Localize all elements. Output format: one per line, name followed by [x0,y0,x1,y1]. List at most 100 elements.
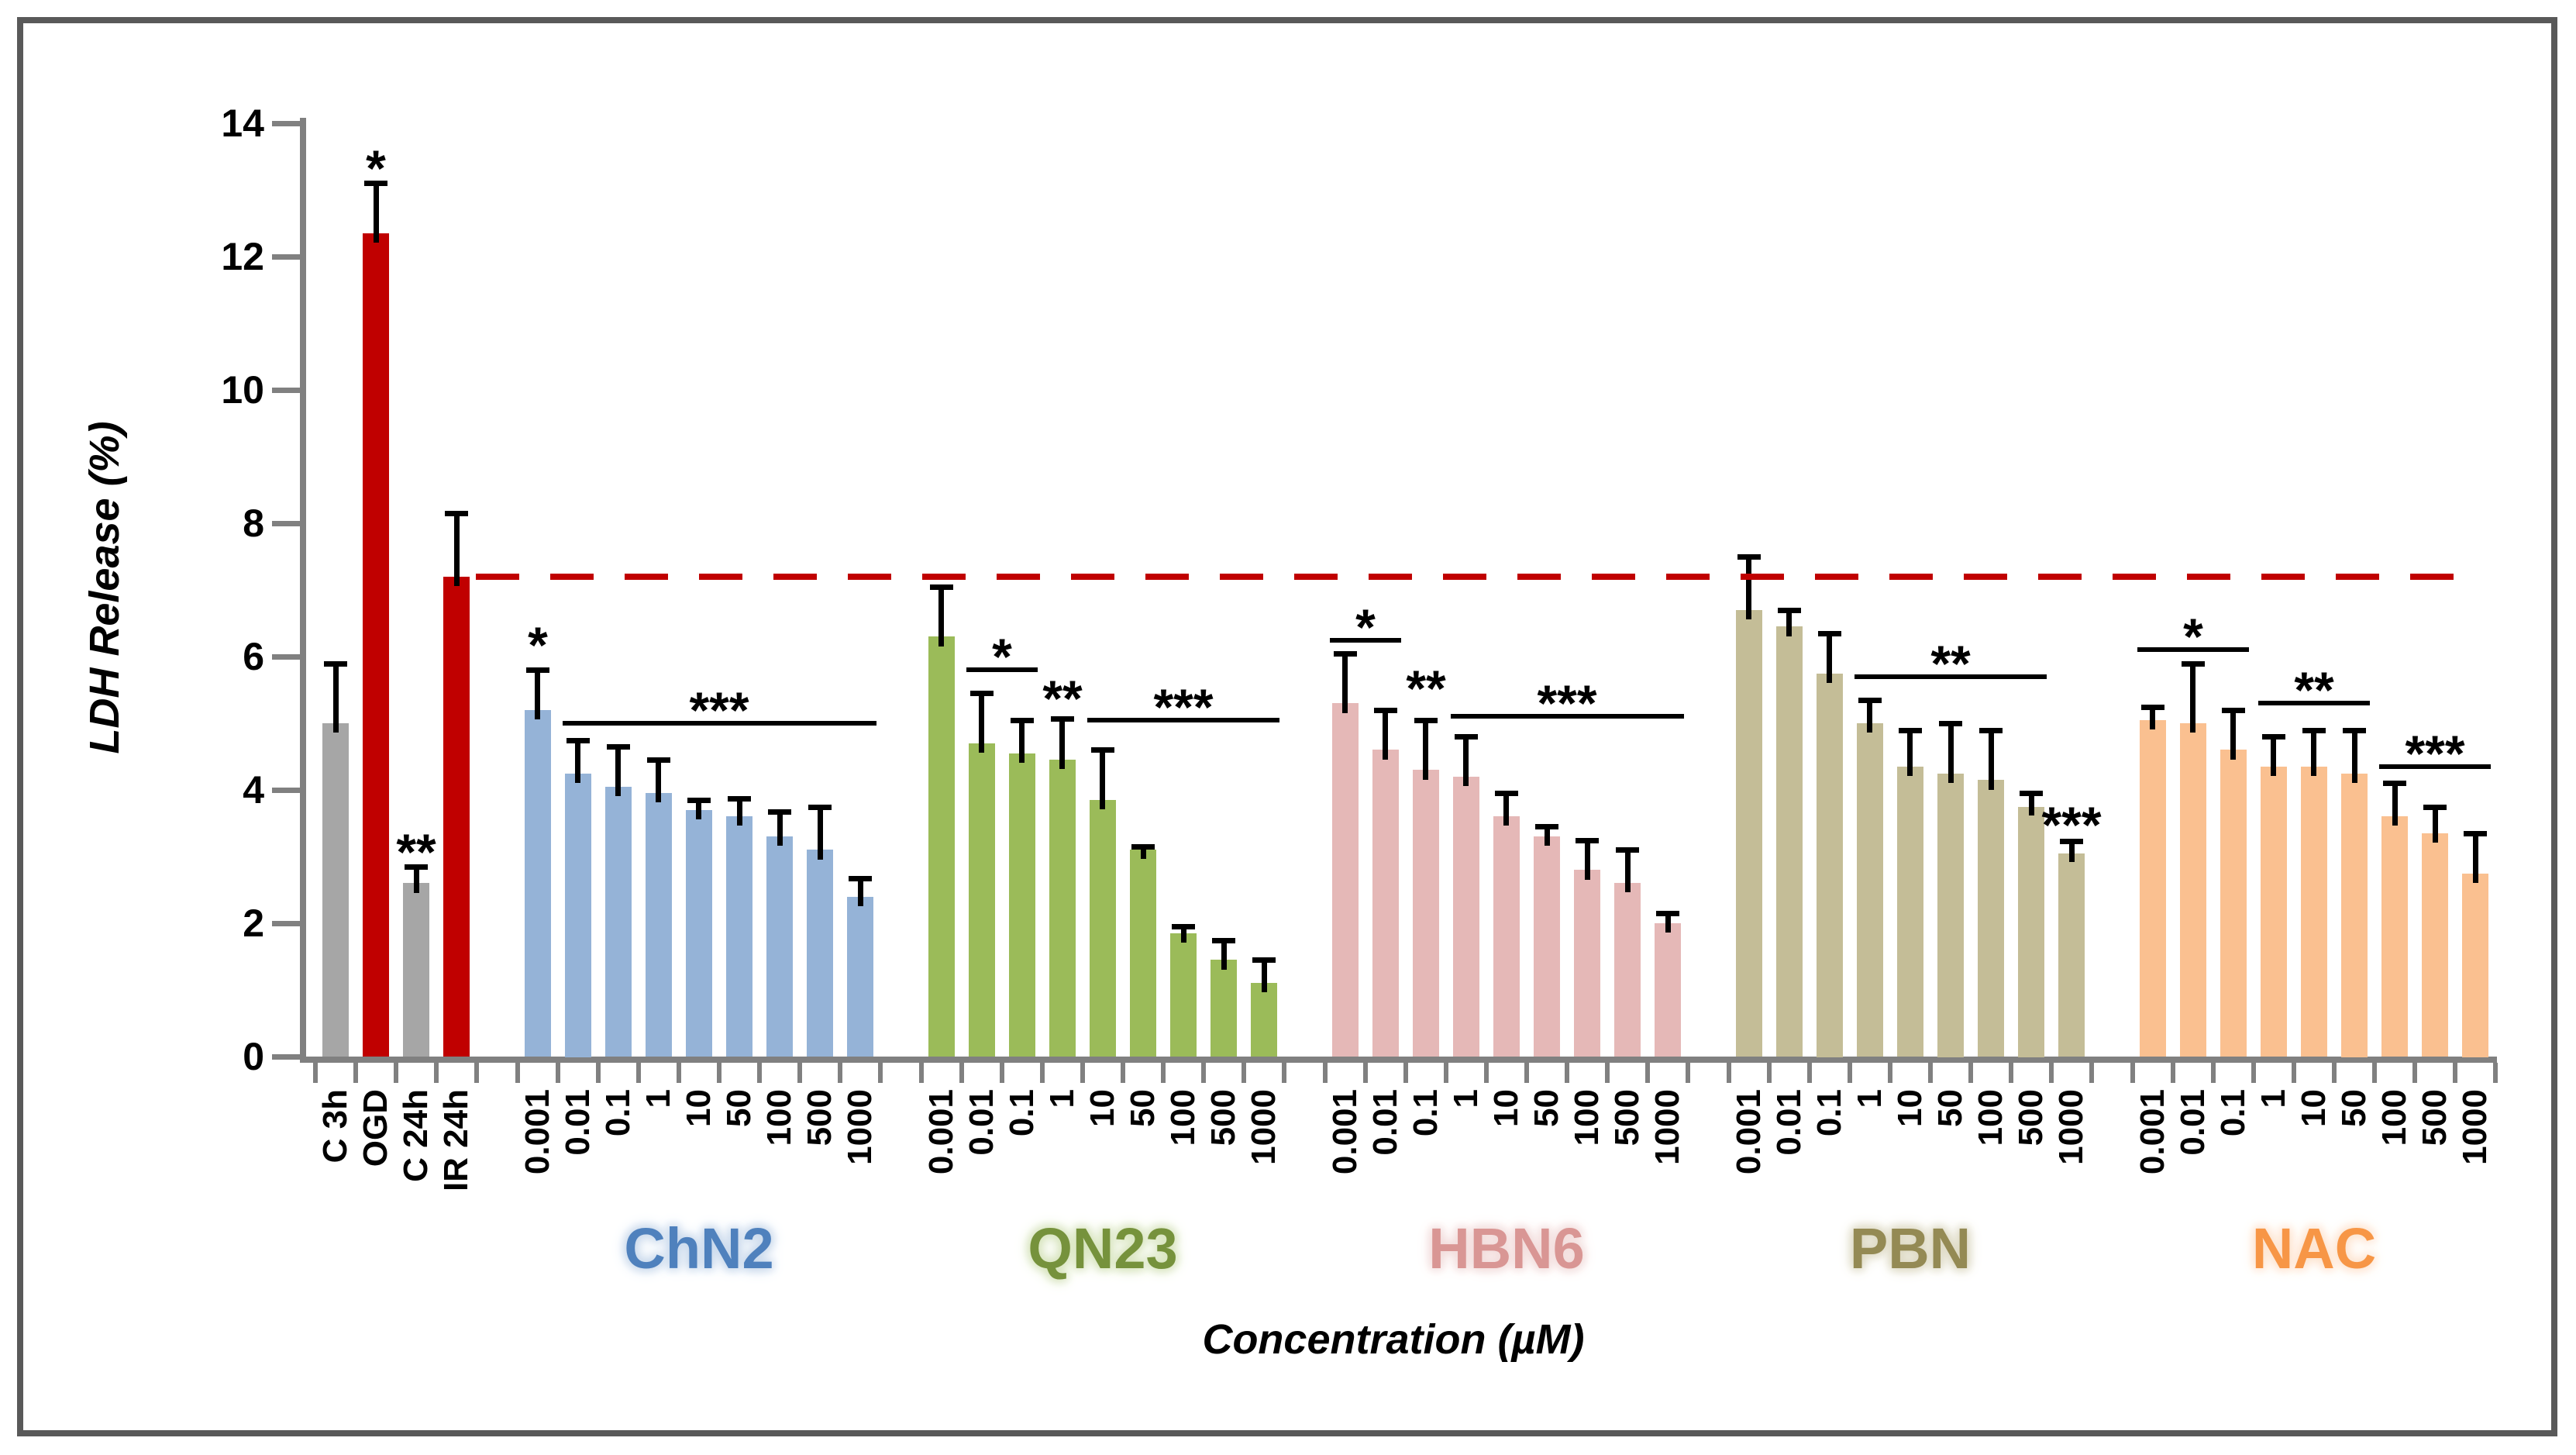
bar-chn2-1000 [847,897,873,1057]
error-bar-cap [1212,938,1235,943]
x-tick [717,1063,721,1083]
x-tick-label: 100 [2375,1089,2413,1146]
x-tick-label: 1 [2254,1089,2292,1108]
x-tick [838,1063,842,1083]
x-tick-label: 0.01 [963,1089,1000,1156]
error-bar-cap [1616,847,1639,853]
bar-hbn6-0.1 [1413,770,1439,1057]
error-bar [2352,730,2357,783]
error-bar-cap [768,809,791,815]
group-label-hbn6: HBN6 [1428,1216,1585,1281]
x-tick [1767,1063,1772,1083]
group-label-chn2: ChN2 [624,1216,774,1281]
x-tick-label: 1000 [1648,1089,1686,1165]
figure-frame [17,17,2557,1436]
error-bar-cap [808,805,832,810]
y-tick-label: 8 [243,502,264,545]
x-axis-title: Concentration (µM) [1202,1316,1585,1363]
x-tick-label: 0.001 [518,1089,556,1175]
bar-nac-1000 [2462,874,2488,1057]
sig-star: ** [1406,660,1446,717]
error-bar-cap [526,667,549,673]
bar-chn2-1 [646,793,672,1057]
x-tick [1121,1063,1125,1083]
error-bar-cap [849,876,872,881]
error-bar-cap [2383,781,2406,786]
y-tick-label: 12 [221,235,264,278]
x-tick [1565,1063,1569,1083]
x-tick [1484,1063,1489,1083]
error-bar-cap [324,661,347,667]
x-tick-label: 50 [1124,1089,1162,1127]
sig-bracket [1087,718,1279,722]
x-tick-label: 0.01 [2174,1089,2212,1156]
y-axis-title: LDH Release (%) [81,421,128,754]
x-tick-label: 1 [1851,1089,1889,1108]
x-tick [1686,1063,1690,1083]
x-tick [2453,1063,2457,1083]
sig-star: *** [1537,674,1597,732]
bar-nac-50 [2341,774,2368,1057]
y-tick [272,121,300,126]
x-tick [474,1063,479,1083]
x-tick [1161,1063,1166,1083]
x-tick-label: 500 [1608,1089,1646,1146]
bar-nac-10 [2301,767,2327,1057]
error-bar-cap [2262,734,2285,740]
bar-pbn-50 [1937,774,1964,1057]
x-tick-label-ogd: OGD [356,1089,394,1167]
x-tick [1040,1063,1045,1083]
x-tick-label: 10 [2295,1089,2333,1127]
error-bar-cap [2182,661,2205,667]
sig-bracket [966,667,1038,672]
x-axis-line [300,1057,2497,1063]
bar-qn23-100 [1170,933,1197,1057]
error-bar-cap [1778,608,1801,613]
bar-pbn-0.01 [1776,626,1803,1057]
x-tick-label: 50 [1527,1089,1565,1127]
x-tick-label: 0.1 [1407,1089,1445,1137]
sig-star: *** [2041,796,2102,853]
bar-hbn6-100 [1574,870,1600,1057]
x-tick [1323,1063,1328,1083]
x-tick-label: 500 [801,1089,839,1146]
bar-pbn-1000 [2058,853,2085,1057]
sig-star: * [992,628,1012,685]
y-tick-label: 4 [243,768,264,812]
x-tick-label: 0.01 [1366,1089,1404,1156]
x-tick [2332,1063,2337,1083]
x-tick-label: 0.1 [2214,1089,2252,1137]
bar-hbn6-1000 [1655,923,1681,1057]
sig-bracket [563,721,876,726]
error-bar [414,867,419,893]
y-tick [272,1054,300,1060]
error-bar-cap [1455,734,1478,740]
x-tick-label: 0.001 [1730,1089,1768,1175]
x-tick-label: 1000 [2052,1089,2090,1165]
error-bar [1948,723,1954,783]
x-tick-label: 500 [2416,1089,2454,1146]
error-bar-cap [2222,708,2245,713]
y-axis-line [300,118,306,1063]
y-tick-label: 2 [243,902,264,945]
x-tick [1242,1063,1246,1083]
x-tick-label: 1 [1043,1089,1081,1108]
bar-qn23-50 [1130,850,1156,1057]
x-tick [1080,1063,1085,1083]
y-tick [272,788,300,793]
x-tick-label: 1000 [841,1089,879,1165]
x-tick-label: 100 [1972,1089,2009,1146]
error-bar [1059,719,1065,769]
error-bar-cap [2141,705,2164,710]
y-tick [272,654,300,660]
error-bar [2311,730,2316,776]
error-bar [1786,610,1792,636]
sig-star: ** [1930,635,1971,692]
error-bar-cap [647,757,670,763]
y-tick [272,521,300,526]
y-tick [272,254,300,260]
error-bar [1746,557,1751,619]
error-bar [2433,807,2438,843]
bar-pbn-1 [1857,723,1883,1057]
error-bar-cap [1252,957,1276,963]
